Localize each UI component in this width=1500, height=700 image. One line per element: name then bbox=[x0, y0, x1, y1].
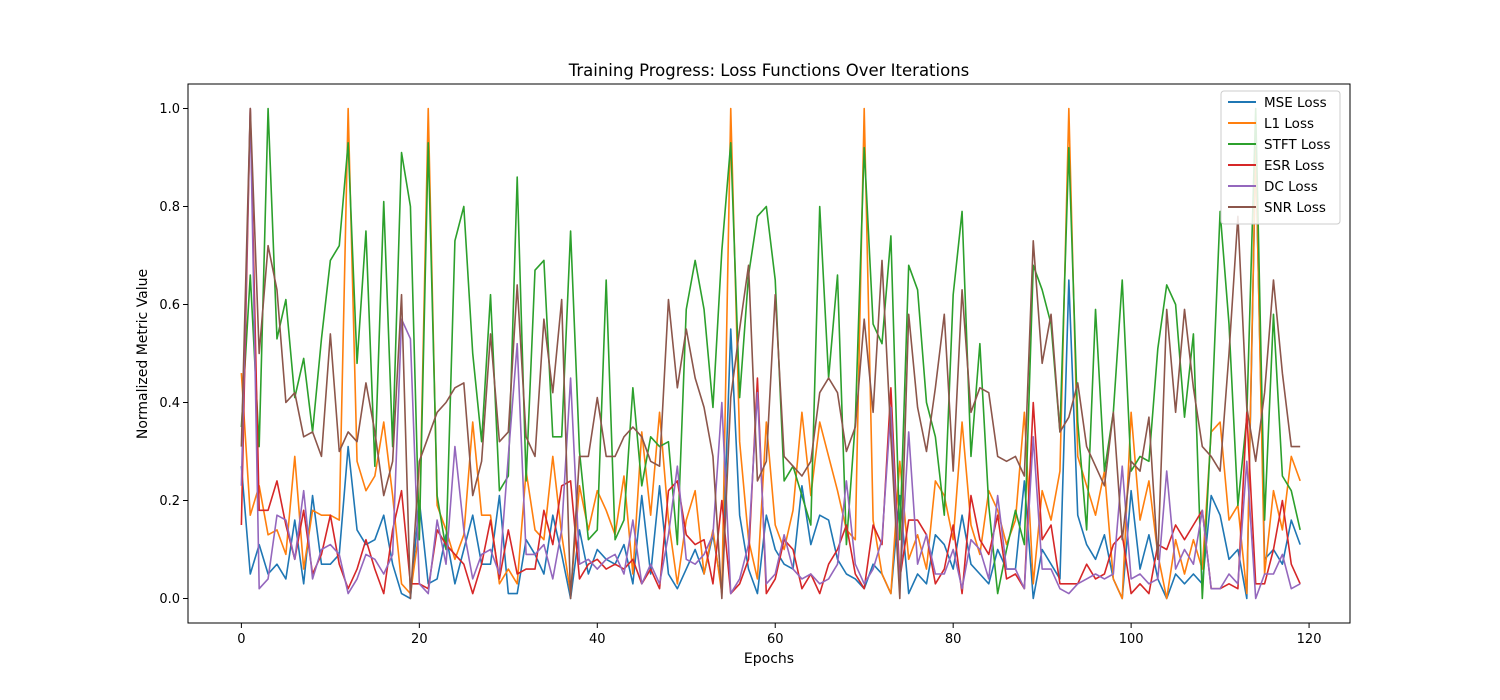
series-line-dc-loss bbox=[240, 107, 1301, 600]
y-tick-label: 0.6 bbox=[159, 298, 180, 313]
series-line-esr-loss bbox=[240, 107, 1301, 595]
legend: MSE Loss L1 Loss STFT Loss ESR Loss DC Loss S… bbox=[1220, 90, 1341, 225]
y-axis-title: Normalized Metric Value bbox=[135, 269, 151, 439]
x-tick-label: 60 bbox=[767, 632, 784, 647]
axes-frame bbox=[187, 83, 1351, 624]
y-tick-label: 0.4 bbox=[159, 396, 180, 411]
plot-area bbox=[240, 107, 1301, 600]
axes: 0 20 40 60 80 100 120 0.0 0.2 0.4 0.6 0.8 1.0 bbox=[159, 83, 1351, 647]
series-line-snr-loss bbox=[240, 107, 1301, 600]
x-tick-label: 20 bbox=[411, 632, 428, 647]
y-tick-label: 0.8 bbox=[159, 200, 180, 215]
y-tick-label: 0.2 bbox=[159, 494, 180, 509]
legend-label: L1 Loss bbox=[1264, 116, 1314, 132]
y-tick-label: 0.0 bbox=[159, 592, 180, 607]
x-tick-label: 80 bbox=[945, 632, 962, 647]
legend-label: DC Loss bbox=[1264, 179, 1318, 195]
x-tick-label: 120 bbox=[1297, 632, 1322, 647]
x-tick-label: 100 bbox=[1119, 632, 1144, 647]
legend-box bbox=[1220, 90, 1341, 225]
legend-label: STFT Loss bbox=[1264, 137, 1331, 153]
x-tick-label: 40 bbox=[589, 632, 606, 647]
legend-label: ESR Loss bbox=[1264, 158, 1324, 174]
x-tick-label: 0 bbox=[237, 632, 245, 647]
y-tick-label: 1.0 bbox=[159, 102, 180, 117]
x-axis-title: Epochs bbox=[744, 651, 794, 667]
chart-title: Training Progress: Loss Functions Over I… bbox=[568, 61, 970, 80]
legend-label: SNR Loss bbox=[1264, 200, 1326, 216]
legend-label: MSE Loss bbox=[1264, 95, 1327, 111]
